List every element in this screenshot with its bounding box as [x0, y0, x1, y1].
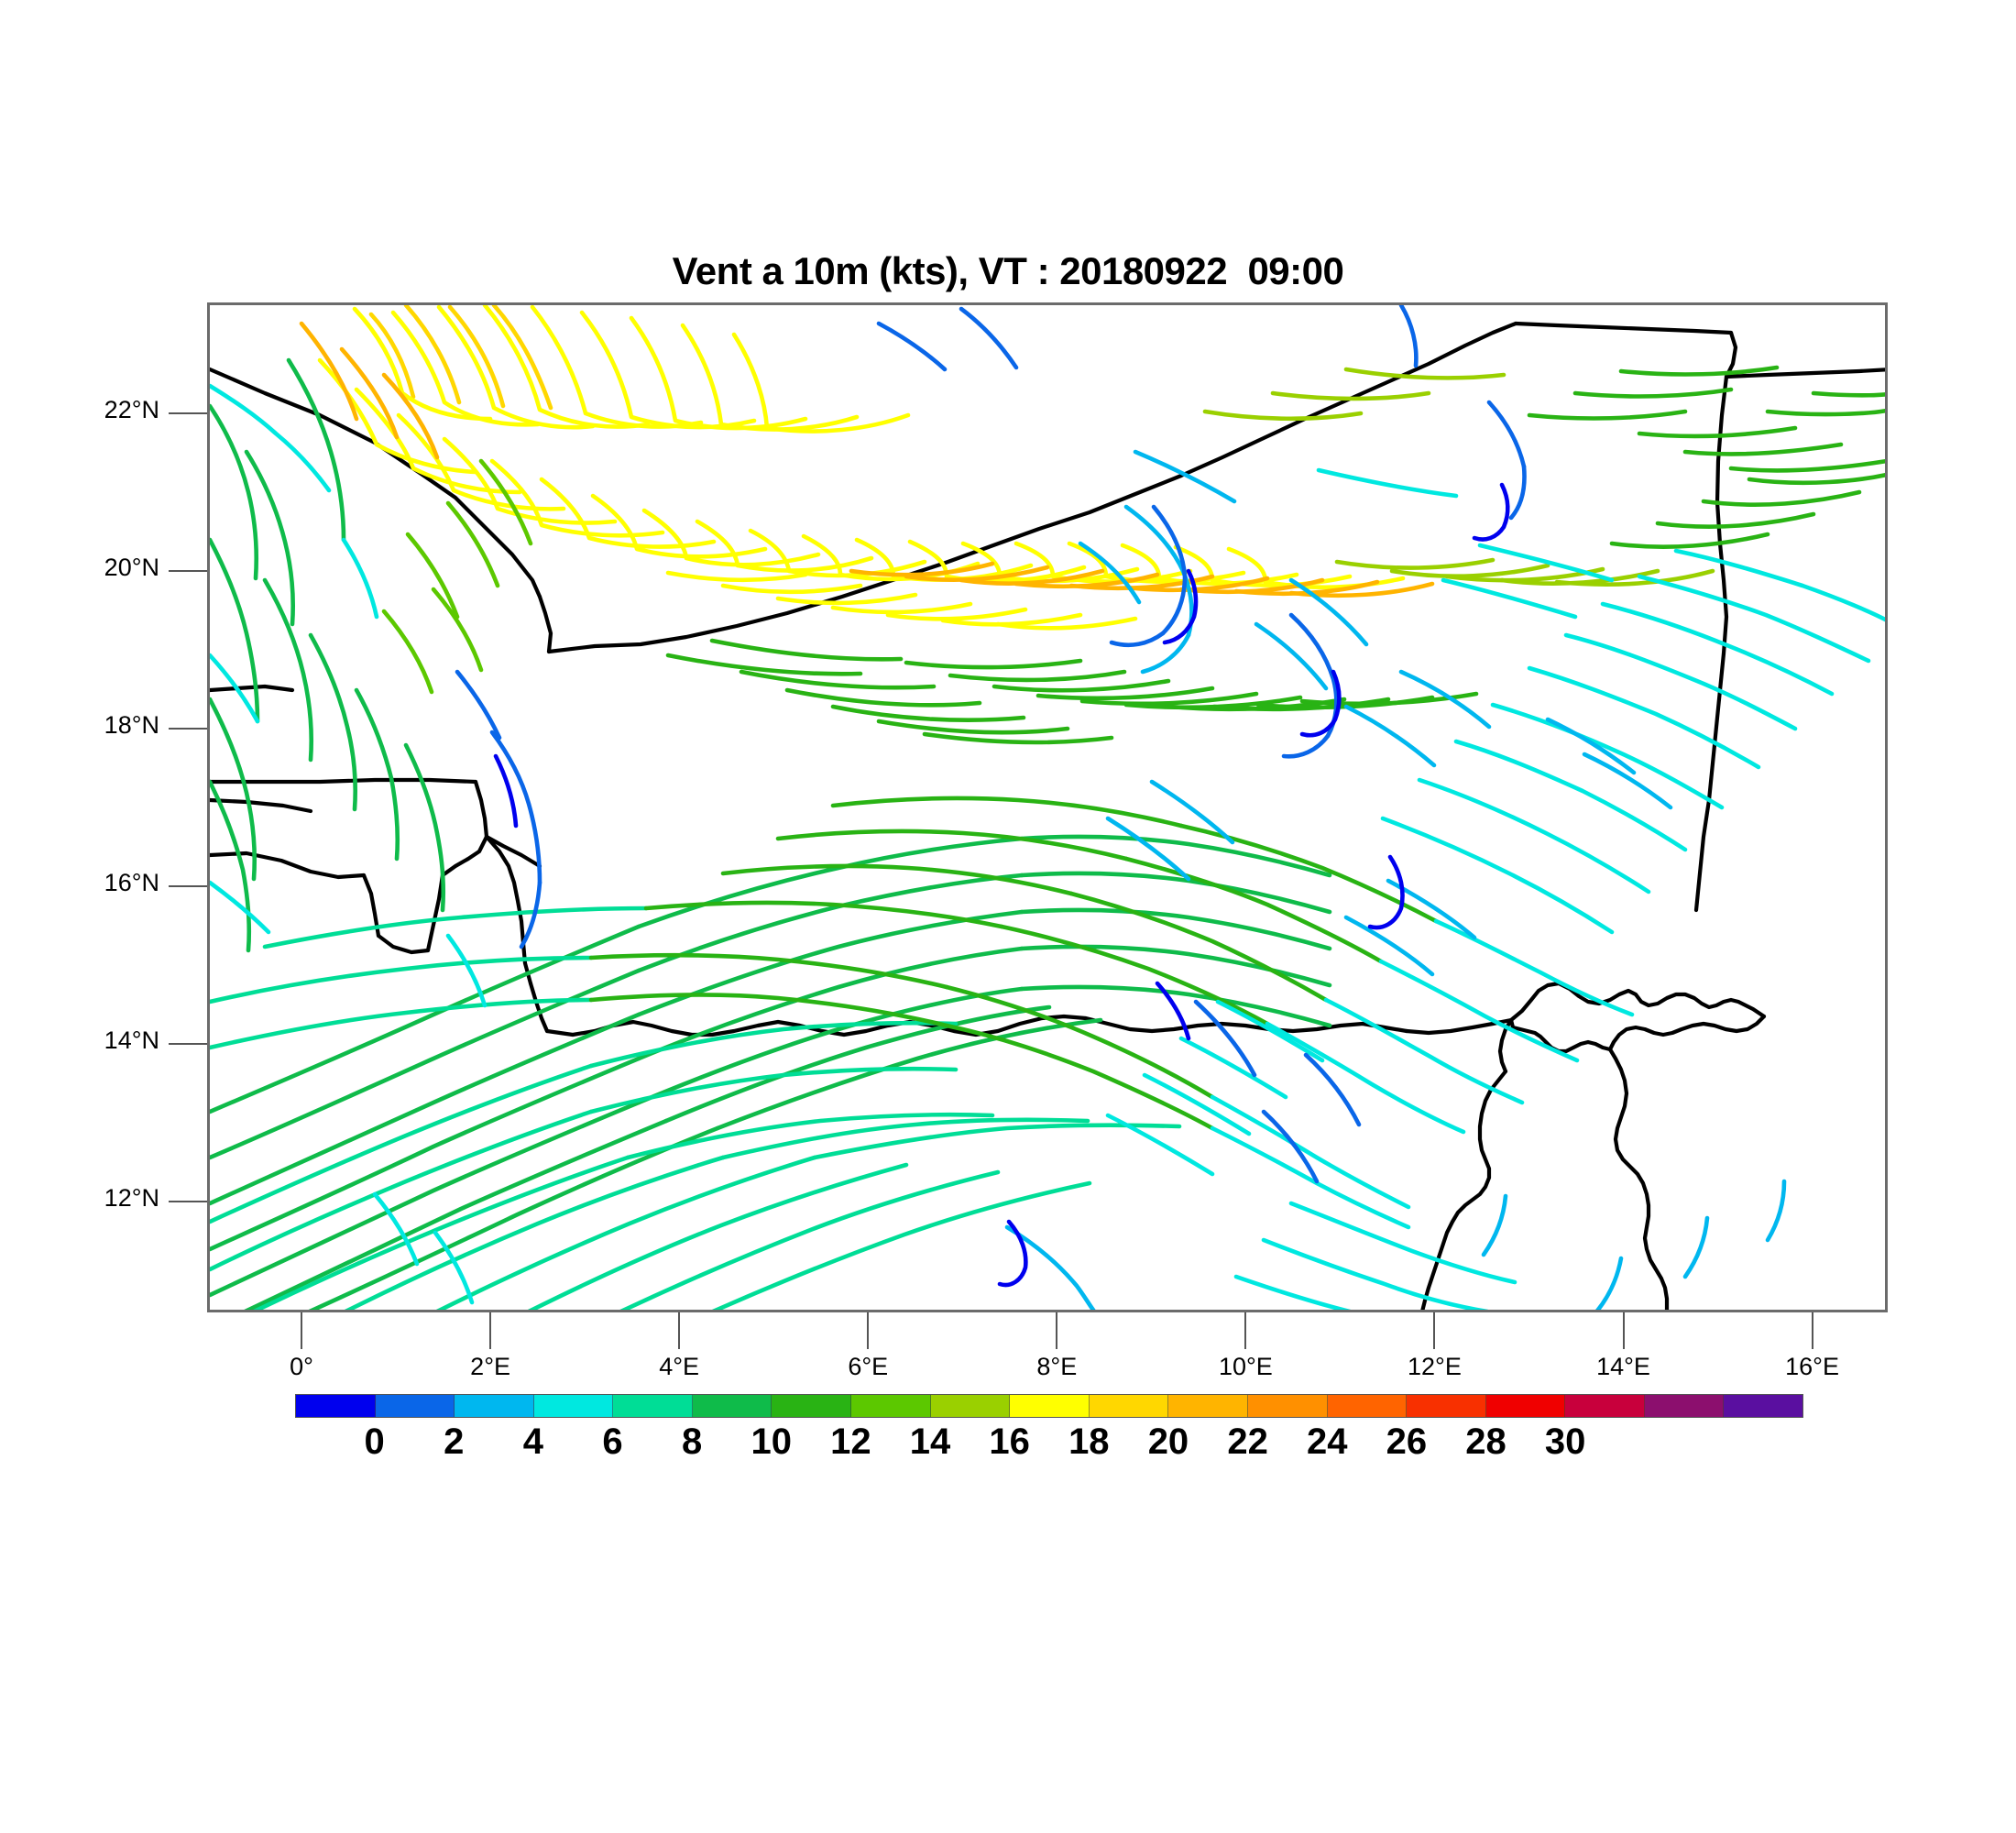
ytick-label: 14°N — [104, 1026, 159, 1055]
ytick-line — [169, 1201, 207, 1203]
xtick-line — [1433, 1312, 1436, 1349]
colorbar-segment[interactable] — [692, 1395, 772, 1417]
colorbar-segment[interactable] — [1327, 1395, 1408, 1417]
xtick-line — [489, 1312, 492, 1349]
xtick-label: 8°E — [1036, 1353, 1078, 1380]
colorbar-segment[interactable] — [1247, 1395, 1328, 1417]
ytick-label: 12°N — [104, 1184, 159, 1213]
ytick-line — [169, 569, 207, 572]
colorbar-tick-label: 2 — [444, 1421, 465, 1462]
xtick-label: 10°E — [1218, 1353, 1273, 1380]
country-boundaries — [210, 321, 1885, 1310]
xtick-line — [867, 1312, 870, 1349]
colorbar-tick-label: 10 — [751, 1421, 793, 1462]
colorbar-tick-label: 28 — [1465, 1421, 1507, 1462]
map-plot-area[interactable] — [207, 302, 1888, 1312]
colorbar-segment[interactable] — [930, 1395, 1011, 1417]
colorbar-segment[interactable] — [1485, 1395, 1566, 1417]
colorbar-tick-label: 18 — [1068, 1421, 1110, 1462]
colorbar-tick-label: 16 — [989, 1421, 1030, 1462]
colorbar-tick-label: 0 — [364, 1421, 385, 1462]
ytick-label: 20°N — [104, 553, 159, 581]
page-title: Vent a 10m (kts), VT : 20180922 09:00 — [672, 249, 1344, 292]
ytick-line — [169, 412, 207, 414]
colorbar-segment[interactable] — [296, 1395, 376, 1417]
ytick-label: 18°N — [104, 710, 159, 739]
ytick-label: 22°N — [104, 395, 159, 423]
colorbar-tick-label: 14 — [909, 1421, 951, 1462]
colorbar-tick-label: 30 — [1544, 1421, 1586, 1462]
colorbar-segment[interactable] — [772, 1395, 852, 1417]
colorbar-tick-label: 20 — [1147, 1421, 1189, 1462]
colorbar-segment[interactable] — [1565, 1395, 1645, 1417]
colorbar-segment[interactable] — [1168, 1395, 1248, 1417]
xtick-line — [1244, 1312, 1247, 1349]
colorbar-segment[interactable] — [533, 1395, 614, 1417]
xtick-line — [1056, 1312, 1058, 1349]
colorbar-tick-label: 8 — [682, 1421, 703, 1462]
colorbar-tick-label: 22 — [1227, 1421, 1268, 1462]
colorbar-tick-label: 24 — [1306, 1421, 1348, 1462]
xtick-line — [678, 1312, 681, 1349]
colorbar-segment[interactable] — [613, 1395, 693, 1417]
ytick-line — [169, 1043, 207, 1046]
colorbar-segment[interactable] — [1089, 1395, 1169, 1417]
ytick-label: 16°N — [104, 869, 159, 897]
colorbar-segment[interactable] — [375, 1395, 455, 1417]
colorbar-segment[interactable] — [1407, 1395, 1486, 1417]
colorbar-segment[interactable] — [1644, 1395, 1725, 1417]
colorbar[interactable] — [295, 1394, 1803, 1418]
xtick-label: 2°E — [470, 1353, 510, 1380]
colorbar-tick-label: 26 — [1386, 1421, 1428, 1462]
xtick-label: 0° — [290, 1353, 313, 1380]
xtick-label: 4°E — [659, 1353, 700, 1380]
xtick-line — [1622, 1312, 1625, 1349]
colorbar-tick-label: 12 — [830, 1421, 871, 1462]
xtick-line — [1811, 1312, 1813, 1349]
xtick-label: 6°E — [848, 1353, 889, 1380]
colorbar-tick-label: 6 — [602, 1421, 623, 1462]
ytick-line — [169, 727, 207, 730]
wind-streamlines — [210, 305, 1885, 1310]
xtick-label: 16°E — [1785, 1353, 1839, 1380]
colorbar-segment[interactable] — [1010, 1395, 1090, 1417]
xtick-label: 12°E — [1408, 1353, 1462, 1380]
colorbar-segment[interactable] — [1724, 1395, 1802, 1417]
colorbar-segment[interactable] — [455, 1395, 534, 1417]
ytick-line — [169, 885, 207, 888]
colorbar-tick-label: 4 — [522, 1421, 544, 1462]
xtick-label: 14°E — [1596, 1353, 1650, 1380]
xtick-line — [301, 1312, 303, 1349]
map-canvas — [210, 305, 1885, 1310]
colorbar-segment[interactable] — [851, 1395, 931, 1417]
